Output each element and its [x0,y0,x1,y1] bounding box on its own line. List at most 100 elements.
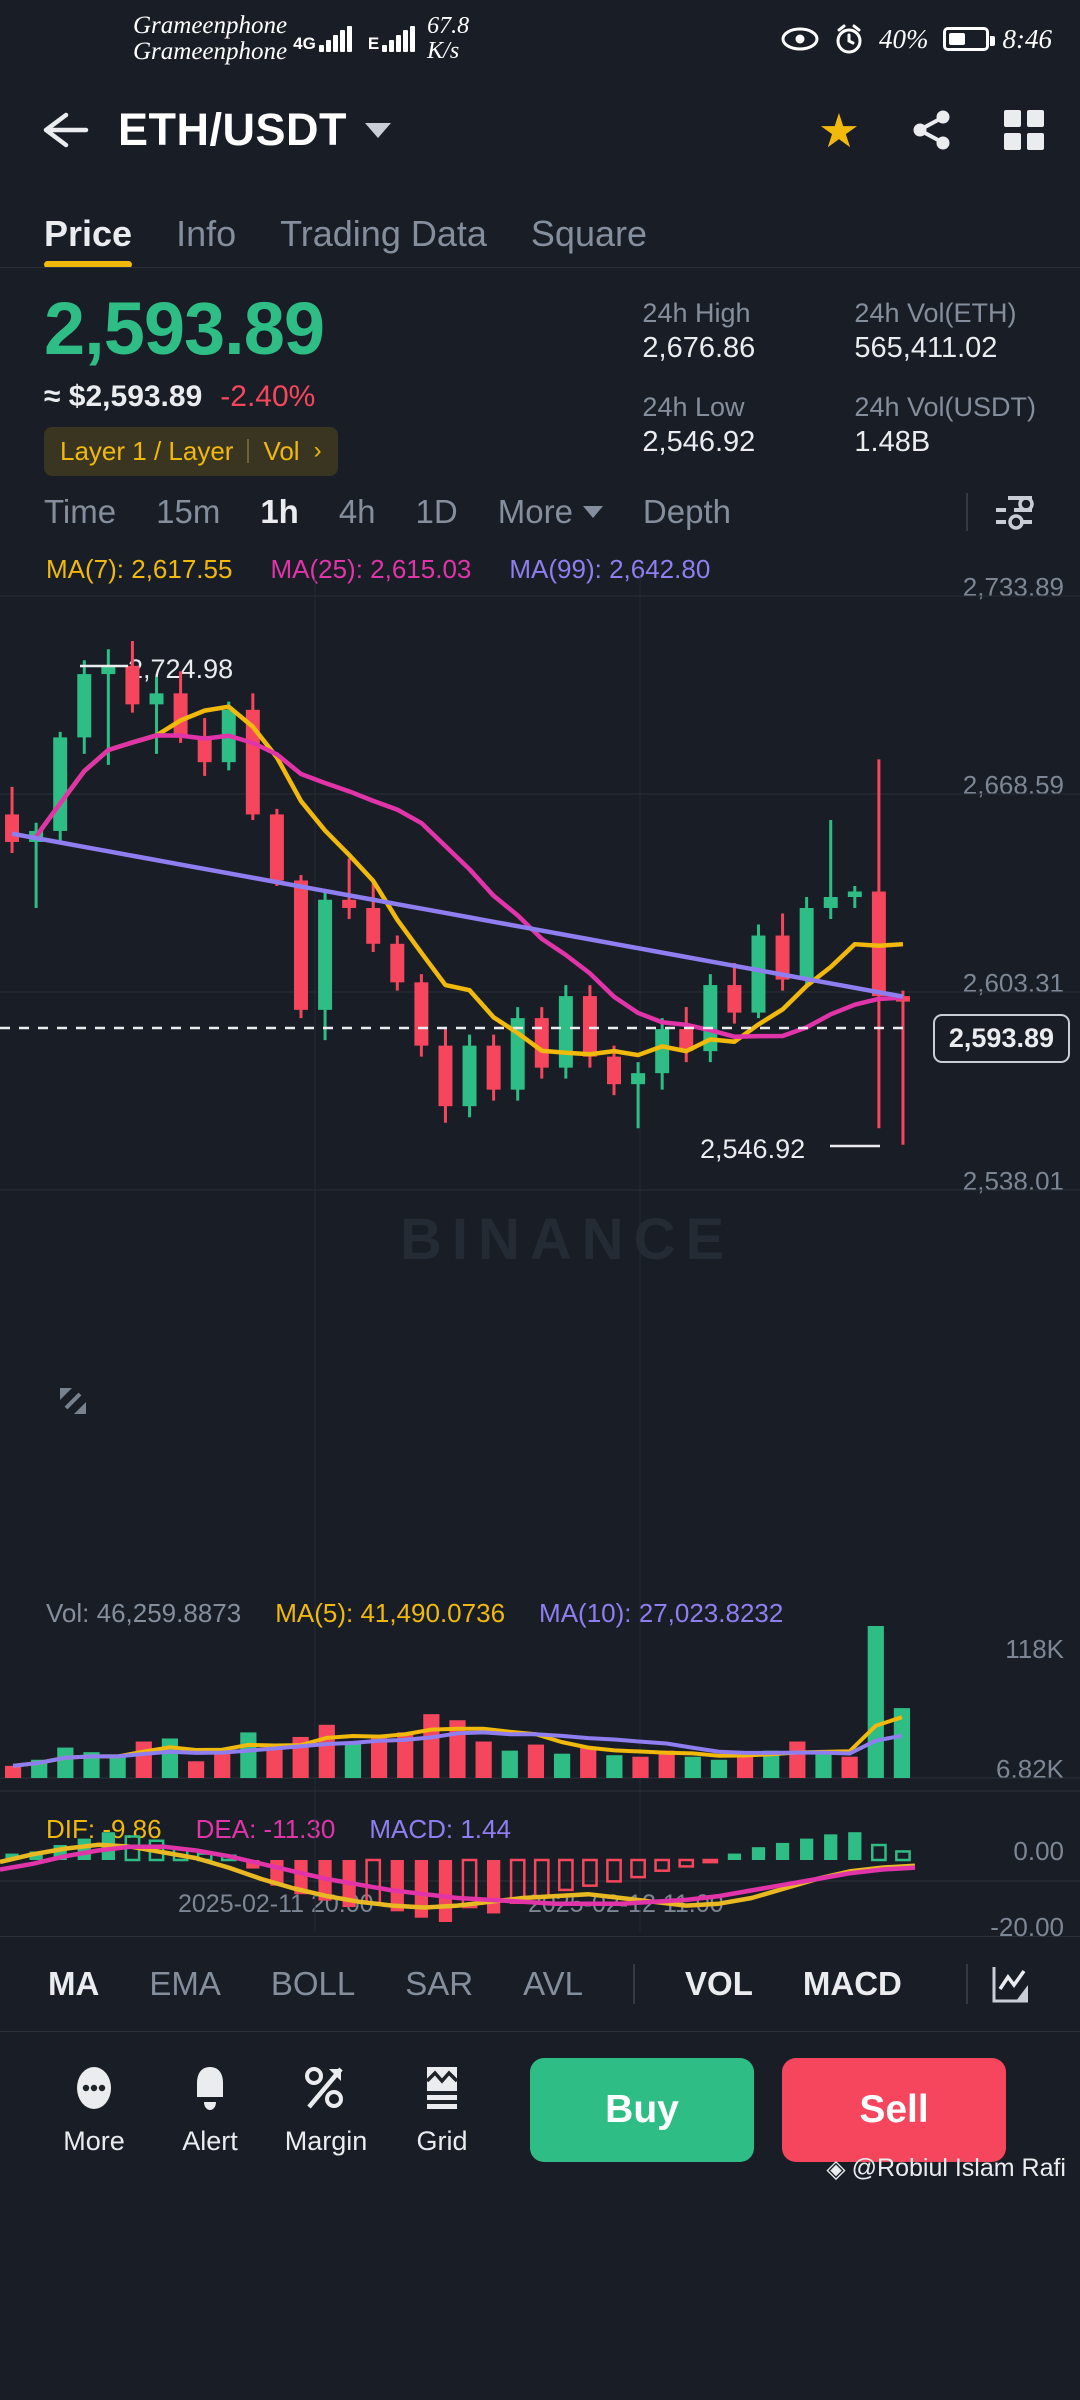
tab-trading-data[interactable]: Trading Data [280,213,487,254]
star-icon[interactable]: ★ [817,103,860,157]
eye-icon [781,27,819,51]
stat-24h-vol-eth: 24h Vol(ETH) 565,411.02 [854,298,1036,368]
volume-legend: Vol: 46,259.8873 MA(5): 41,490.0736 MA(1… [46,1598,783,1629]
timeframe-15m[interactable]: 15m [156,492,221,530]
divider [633,1963,636,2004]
bottom-grid-button[interactable]: Grid [384,2063,500,2157]
signal-group-2: E [367,26,416,53]
grid-bot-icon [425,2066,459,2109]
alarm-clock-icon [836,24,862,54]
dea-legend: DEA: -11.30 [195,1813,336,1844]
tab-price[interactable]: Price [44,213,133,268]
tag-label-right: Vol [263,435,300,466]
macd-value-legend: MACD: 1.44 [369,1813,511,1844]
stat-24h-high: 24h High 2,676.86 [642,298,802,368]
bottom-action-bar: More Alert Margin Grid Buy Sell ◈ @Robiu… [0,2032,1080,2188]
timeframe-time[interactable]: Time [44,492,117,530]
macd-axis-tick-1: -20.00 [990,1911,1064,1942]
volume-axis-tick-1: 6.82K [996,1753,1064,1784]
indicator-ma[interactable]: MA [48,1964,100,2002]
chevron-right-icon: › [313,437,322,465]
bell-icon [197,2066,223,2110]
price-change-percent: -2.40% [220,379,316,413]
bottom-margin-button[interactable]: Margin [268,2063,384,2157]
bottom-grid-label: Grid [416,2125,468,2156]
indicator-avl[interactable]: AVL [523,1964,584,2002]
header-actions: ★ [818,107,1044,154]
indicator-vol[interactable]: VOL [685,1964,753,2002]
status-bar-left: Grameenphone Grameenphone 4G E 67.8 K/s [133,12,469,66]
price-axis-tick-3: 2,538.01 [962,1165,1064,1196]
status-bar-right: 40% 8:46 [781,23,1052,55]
low-price-marker: 2,546.92 [700,1133,806,1164]
timeframe-depth[interactable]: Depth [642,492,731,530]
screenshot-credit-watermark: ◈ @Robiul Islam Rafi [826,2154,1066,2184]
tag-label-left: Layer 1 / Layer [60,435,234,466]
carrier-line-2: Grameenphone [133,38,288,65]
sell-button[interactable]: Sell [782,2057,1006,2162]
buy-button[interactable]: Buy [530,2057,754,2162]
stat-label: 24h Low [642,391,745,422]
status-bar: Grameenphone Grameenphone 4G E 67.8 K/s … [0,0,1080,78]
volume-axis-tick-0: 118K [1005,1633,1064,1664]
tab-square[interactable]: Square [530,213,647,254]
fullscreen-expand-icon[interactable] [46,1374,104,1432]
chevron-down-icon [582,505,603,518]
timeframe-4h[interactable]: 4h [338,492,376,530]
tabs-divider [0,267,1080,268]
stat-value: 2,546.92 [642,425,756,458]
timeframe-more-label: More [497,492,573,530]
share-icon[interactable] [910,108,954,152]
indicator-sar[interactable]: SAR [405,1964,474,2002]
timeframe-1h[interactable]: 1h [260,492,299,530]
price-subrow: ≈ $2,593.89 -2.40% [44,380,642,414]
more-dots-icon [77,2066,111,2109]
indicator-bar: MA EMA BOLL SAR AVL VOL MACD [0,1935,1080,2032]
current-price-badge: 2,593.89 [932,1013,1070,1063]
ma7-legend: MA(7): 2,617.55 [46,553,233,584]
category-tag-pill[interactable]: Layer 1 / Layer Vol › [44,426,338,476]
vol-ma10-legend: MA(10): 27,023.8232 [539,1597,784,1628]
page-title[interactable]: ETH/USDT [118,104,347,155]
back-button[interactable] [36,107,90,153]
stat-24h-low: 24h Low 2,546.92 [642,392,802,462]
timeframe-bar: Time 15m 1h 4h 1D More Depth [0,476,1080,546]
tab-info[interactable]: Info [176,213,237,254]
grid-icon[interactable] [1004,110,1044,150]
timeframe-1d[interactable]: 1D [415,492,458,530]
price-axis-tick-1: 2,668.59 [962,769,1064,800]
stat-24h-vol-usdt: 24h Vol(USDT) 1.48B [854,392,1036,462]
stat-value: 565,411.02 [854,332,998,364]
divider [966,492,968,531]
bottom-more-label: More [63,2125,125,2156]
ma25-legend: MA(25): 2,615.03 [270,553,472,584]
main-tabs: Price Info Trading Data Square [0,182,1080,268]
candlestick-chart-svg [0,575,1080,1931]
chart-settings-icon[interactable] [994,492,1036,532]
stat-value: 2,676.86 [642,332,756,364]
carrier-names: Grameenphone Grameenphone [133,12,288,66]
chevron-down-icon[interactable] [365,122,391,138]
timeframe-more[interactable]: More [498,493,603,531]
signal-bars-icon-1 [318,26,352,52]
stat-label: 24h Vol(USDT) [854,391,1036,422]
credit-text: @Robiul Islam Rafi [851,2154,1066,2183]
bottom-more-button[interactable]: More [36,2063,152,2157]
price-usd-approx: ≈ $2,593.89 [44,379,203,413]
price-section: 2,593.89 ≈ $2,593.89 -2.40% Layer 1 / La… [0,268,1080,476]
price-block: 2,593.89 ≈ $2,593.89 -2.40% Layer 1 / La… [44,290,642,476]
ma-legend: MA(7): 2,617.55 MA(25): 2,615.03 MA(99):… [46,554,710,585]
binance-logo-icon: ◈ [826,2154,846,2183]
macd-axis-tick-0: 0.00 [1013,1835,1064,1866]
indicator-macd[interactable]: MACD [802,1964,902,2002]
ma99-legend: MA(99): 2,642.80 [509,553,711,584]
chart-type-icon[interactable] [990,1963,1032,2005]
price-axis-tick-0: 2,733.89 [962,571,1064,602]
network-type-2: E [367,34,380,53]
network-speed-unit: K/s [427,38,460,64]
bottom-alert-button[interactable]: Alert [152,2063,268,2157]
chart-container[interactable]: MA(7): 2,617.55 MA(25): 2,615.03 MA(99):… [0,545,1080,1942]
indicator-boll[interactable]: BOLL [270,1964,356,2002]
signal-bars-icon-2 [382,26,416,52]
indicator-ema[interactable]: EMA [149,1964,221,2002]
